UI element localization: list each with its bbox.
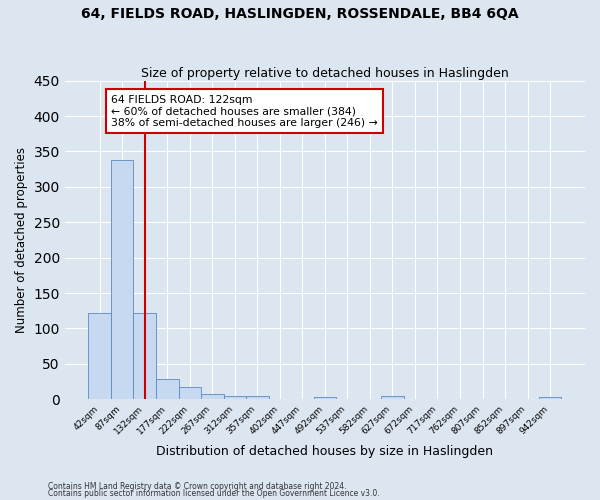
X-axis label: Distribution of detached houses by size in Haslingden: Distribution of detached houses by size … bbox=[157, 444, 493, 458]
Title: Size of property relative to detached houses in Haslingden: Size of property relative to detached ho… bbox=[141, 66, 509, 80]
Text: 64, FIELDS ROAD, HASLINGDEN, ROSSENDALE, BB4 6QA: 64, FIELDS ROAD, HASLINGDEN, ROSSENDALE,… bbox=[81, 8, 519, 22]
Bar bbox=[539, 397, 562, 399]
Bar bbox=[156, 378, 179, 399]
Text: Contains public sector information licensed under the Open Government Licence v3: Contains public sector information licen… bbox=[48, 490, 380, 498]
Bar bbox=[246, 396, 269, 399]
Bar bbox=[381, 396, 404, 399]
Y-axis label: Number of detached properties: Number of detached properties bbox=[15, 147, 28, 333]
Bar bbox=[179, 387, 201, 399]
Text: 64 FIELDS ROAD: 122sqm
← 60% of detached houses are smaller (384)
38% of semi-de: 64 FIELDS ROAD: 122sqm ← 60% of detached… bbox=[111, 95, 378, 128]
Bar bbox=[88, 313, 111, 399]
Bar bbox=[111, 160, 133, 399]
Text: Contains HM Land Registry data © Crown copyright and database right 2024.: Contains HM Land Registry data © Crown c… bbox=[48, 482, 347, 491]
Bar bbox=[133, 313, 156, 399]
Bar bbox=[201, 394, 224, 399]
Bar bbox=[224, 396, 246, 399]
Bar bbox=[314, 397, 336, 399]
